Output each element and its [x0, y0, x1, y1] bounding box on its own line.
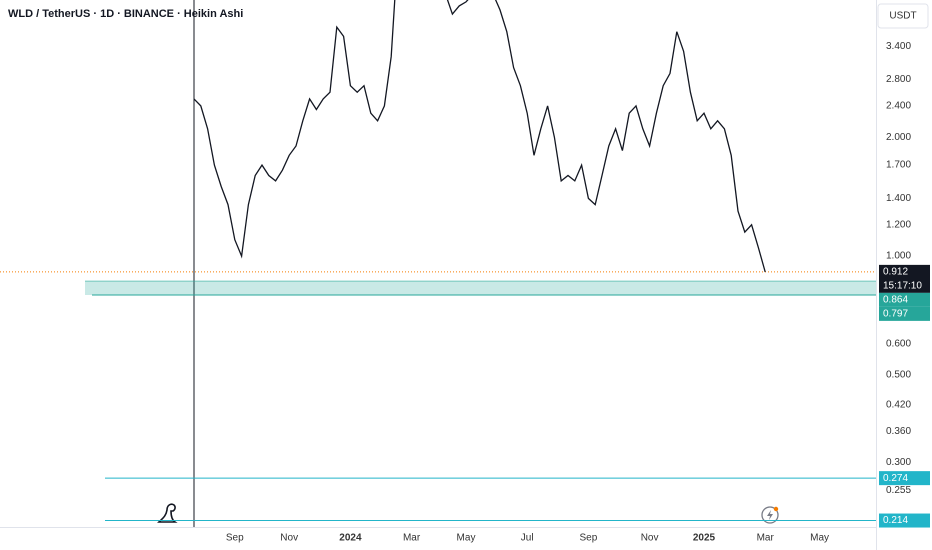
- level-tag-label: 0.274: [883, 473, 908, 484]
- y-tick-label: 2.800: [886, 74, 911, 85]
- price-series: [193, 0, 766, 273]
- y-tick-label: 0.500: [886, 370, 911, 381]
- y-tick-label: 0.600: [886, 338, 911, 349]
- logo: [157, 503, 178, 523]
- y-axis-label: USDT: [889, 11, 916, 22]
- y-tick-label: 1.000: [886, 251, 911, 262]
- current-price-tag-label: 15:17:10: [883, 281, 922, 292]
- y-tick-label: 3.400: [886, 41, 911, 52]
- y-tick-label: 1.200: [886, 219, 911, 230]
- y-tick-label: 2.000: [886, 132, 911, 143]
- y-tick-label: 0.300: [886, 457, 911, 468]
- x-tick-label: May: [457, 533, 476, 544]
- x-tick-label: Mar: [757, 533, 775, 544]
- x-tick-label: 2025: [693, 533, 716, 544]
- x-tick-label: Nov: [280, 533, 298, 544]
- y-tick-label: 2.400: [886, 101, 911, 112]
- zone-top-tag-label: 0.864: [883, 295, 908, 306]
- chart-title: WLD / TetherUS · 1D · BINANCE · Heikin A…: [8, 8, 243, 20]
- y-tick-label: 1.700: [886, 160, 911, 171]
- x-tick-label: 2024: [339, 533, 362, 544]
- y-tick-label: 0.255: [886, 485, 911, 496]
- zone-top-tag: [879, 292, 930, 307]
- x-tick-label: May: [810, 533, 829, 544]
- zone-bottom-tag: [879, 306, 930, 321]
- x-tick-label: Nov: [641, 533, 659, 544]
- y-tick-label: 0.420: [886, 400, 911, 411]
- level-tag: [879, 471, 930, 486]
- zone-bottom-tag-label: 0.797: [883, 309, 908, 320]
- y-tick-label: 1.400: [886, 193, 911, 204]
- current-price-tag-label: 0.912: [883, 267, 908, 278]
- y-tick-label: 0.360: [886, 426, 911, 437]
- x-tick-label: Sep: [226, 533, 244, 544]
- price-line: [193, 0, 766, 273]
- x-tick-label: Sep: [580, 533, 598, 544]
- current-price-tag: [879, 264, 930, 293]
- level-tag-label: 0.214: [883, 515, 908, 526]
- currency-button[interactable]: [877, 3, 929, 29]
- level-tag: [879, 513, 930, 528]
- alert-icon[interactable]: [761, 506, 779, 524]
- support-zone: [85, 281, 876, 295]
- x-tick-label: Jul: [521, 533, 534, 544]
- x-tick-label: Mar: [403, 533, 421, 544]
